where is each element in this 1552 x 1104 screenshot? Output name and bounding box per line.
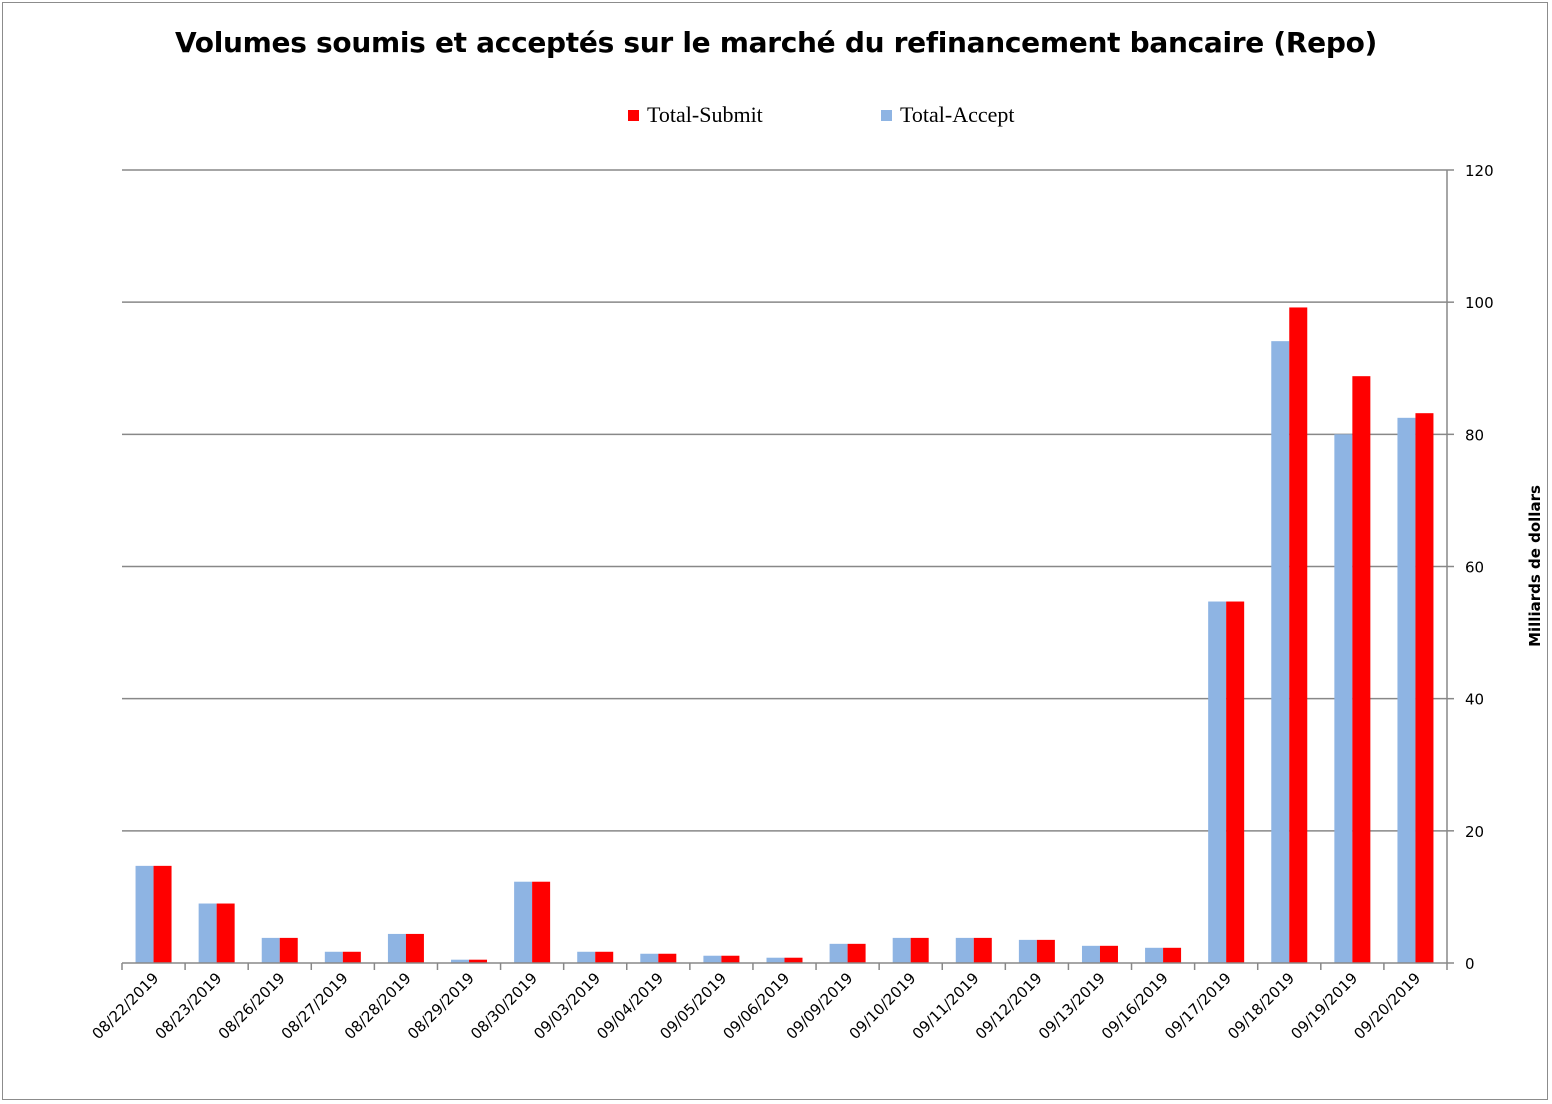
x-tick-label-09-12-2019: 09/12/2019 <box>972 969 1046 1043</box>
y-tick-label-40: 40 <box>1465 691 1484 709</box>
legend-swatch-total-submit <box>628 109 639 121</box>
bar-total-accept-09-04-2019 <box>640 953 659 963</box>
x-tick-label-08-26-2019: 08/26/2019 <box>215 969 289 1043</box>
bar-total-submit-08-29-2019 <box>469 959 488 963</box>
x-tick-label-08-22-2019: 08/22/2019 <box>89 969 163 1043</box>
x-tick-label-09-18-2019: 09/18/2019 <box>1224 969 1298 1043</box>
x-tick-label-09-11-2019: 09/11/2019 <box>909 969 983 1043</box>
bar-total-submit-08-27-2019 <box>342 951 361 963</box>
bar-total-submit-09-04-2019 <box>658 953 677 963</box>
bar-total-submit-09-16-2019 <box>1163 947 1182 963</box>
bar-total-accept-09-06-2019 <box>766 957 785 963</box>
bar-total-accept-09-18-2019 <box>1271 341 1290 963</box>
y-tick-label-80: 80 <box>1465 426 1484 444</box>
y-tick-label-120: 120 <box>1465 162 1494 180</box>
y-tick-label-100: 100 <box>1465 294 1494 312</box>
x-tick-label-09-09-2019: 09/09/2019 <box>783 969 857 1043</box>
x-tick-label-08-28-2019: 08/28/2019 <box>341 969 415 1043</box>
x-tick-label-09-06-2019: 09/06/2019 <box>719 969 793 1043</box>
x-tick-label-09-03-2019: 09/03/2019 <box>530 969 604 1043</box>
bar-total-accept-09-20-2019 <box>1397 417 1416 963</box>
x-tick-labels: 08/22/201908/23/201908/26/201908/27/2019… <box>89 969 1425 1043</box>
legend-label-total-accept: Total-Accept <box>900 102 1015 127</box>
x-tick-label-09-20-2019: 09/20/2019 <box>1350 969 1424 1043</box>
bar-total-accept-09-16-2019 <box>1145 947 1164 963</box>
y-tick-label-0: 0 <box>1465 955 1475 973</box>
x-tick-label-08-27-2019: 08/27/2019 <box>278 969 352 1043</box>
bar-total-accept-09-12-2019 <box>1018 939 1037 963</box>
bar-total-submit-08-28-2019 <box>405 933 424 963</box>
bar-total-accept-09-03-2019 <box>577 951 596 963</box>
bar-total-submit-08-30-2019 <box>532 881 551 963</box>
legend-label-total-submit: Total-Submit <box>647 102 763 127</box>
bar-total-accept-08-23-2019 <box>198 903 217 963</box>
bar-total-submit-09-18-2019 <box>1289 307 1308 963</box>
bar-total-submit-09-20-2019 <box>1415 413 1434 964</box>
bar-total-accept-08-30-2019 <box>514 881 533 963</box>
bars <box>135 307 1434 964</box>
bar-total-accept-08-22-2019 <box>135 865 154 963</box>
x-tick-label-09-19-2019: 09/19/2019 <box>1287 969 1361 1043</box>
y-tick-label-60: 60 <box>1465 559 1484 577</box>
bar-total-submit-09-11-2019 <box>973 937 992 963</box>
bar-total-submit-09-19-2019 <box>1352 376 1371 963</box>
x-tick-label-09-10-2019: 09/10/2019 <box>846 969 920 1043</box>
bar-total-submit-09-10-2019 <box>910 937 929 963</box>
bar-total-submit-09-03-2019 <box>595 951 614 963</box>
y-axis-label: Milliards de dollars <box>1526 485 1544 647</box>
bar-total-accept-09-11-2019 <box>955 937 974 963</box>
bar-total-accept-09-09-2019 <box>829 943 848 963</box>
x-tick-label-09-17-2019: 09/17/2019 <box>1161 969 1235 1043</box>
x-tick-label-09-05-2019: 09/05/2019 <box>656 969 730 1043</box>
bar-total-submit-09-09-2019 <box>847 943 866 963</box>
chart-title: Volumes soumis et acceptés sur le marché… <box>174 26 1378 59</box>
gridlines <box>122 169 1447 832</box>
axes <box>121 169 1454 970</box>
x-tick-label-08-29-2019: 08/29/2019 <box>404 969 478 1043</box>
bar-total-accept-09-05-2019 <box>703 955 722 963</box>
bar-total-accept-09-13-2019 <box>1081 945 1100 963</box>
x-tick-label-08-23-2019: 08/23/2019 <box>152 969 226 1043</box>
bar-total-accept-09-17-2019 <box>1208 601 1227 963</box>
bar-total-submit-09-06-2019 <box>784 957 803 963</box>
x-tick-label-08-30-2019: 08/30/2019 <box>467 969 541 1043</box>
legend-item-total-submit: Total-Submit <box>628 100 763 130</box>
x-tick-label-09-13-2019: 09/13/2019 <box>1035 969 1109 1043</box>
bar-total-accept-08-27-2019 <box>324 951 343 963</box>
x-tick-label-09-04-2019: 09/04/2019 <box>593 969 667 1043</box>
legend-swatch-total-accept <box>881 109 892 121</box>
bar-total-submit-08-26-2019 <box>279 937 298 963</box>
bar-total-accept-08-28-2019 <box>387 933 406 963</box>
legend: Total-Submit Total-Accept <box>0 100 1552 130</box>
bar-total-submit-09-13-2019 <box>1099 945 1118 963</box>
x-tick-label-09-16-2019: 09/16/2019 <box>1098 969 1172 1043</box>
bar-total-accept-09-19-2019 <box>1334 434 1353 963</box>
y-tick-labels: 0 20 40 60 80 100 120 <box>1465 162 1494 973</box>
bar-total-accept-08-26-2019 <box>261 937 280 963</box>
y-tick-label-20: 20 <box>1465 823 1484 841</box>
bar-total-submit-09-12-2019 <box>1036 939 1055 963</box>
legend-item-total-accept: Total-Accept <box>881 100 1015 130</box>
bar-total-submit-08-23-2019 <box>216 903 235 963</box>
bar-total-submit-09-05-2019 <box>721 955 740 963</box>
bar-total-submit-08-22-2019 <box>153 865 172 963</box>
bar-total-accept-09-10-2019 <box>892 937 911 963</box>
bar-total-accept-08-29-2019 <box>451 959 470 963</box>
bar-total-submit-09-17-2019 <box>1226 601 1245 963</box>
